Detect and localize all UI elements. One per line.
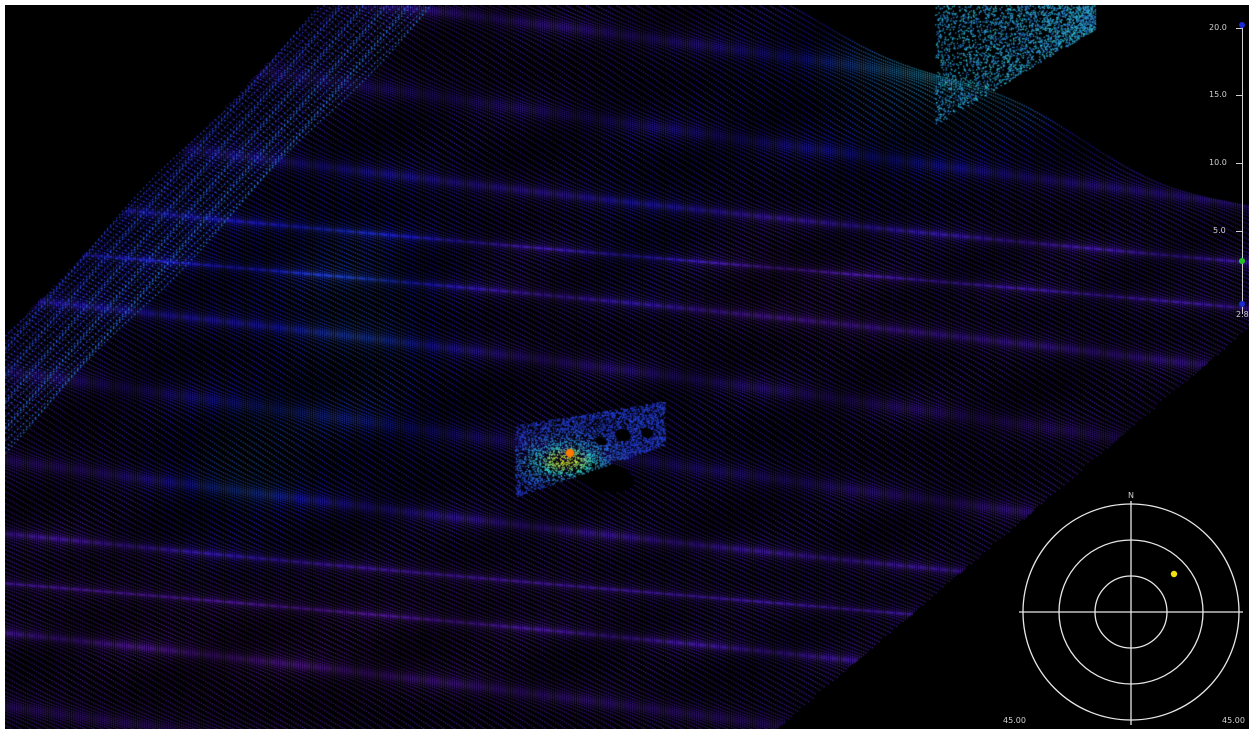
depth-scale-tick (1236, 28, 1242, 29)
depth-label-min: 2.8 (1236, 310, 1249, 319)
compass-svg (1013, 489, 1249, 729)
depth-scale-tick (1236, 163, 1242, 164)
compass-target-marker (1171, 571, 1177, 577)
sonar-3d-viewport[interactable]: 20.0 15.0 10.0 5.0 2.8 N 45.00 45.00 (5, 5, 1249, 729)
depth-label-10: 10.0 (1209, 158, 1227, 167)
compass-rose: N 45.00 45.00 (1013, 489, 1249, 729)
depth-scale-tick (1236, 95, 1242, 96)
compass-north-label: N (1128, 491, 1134, 500)
lower-depth-handle[interactable] (1239, 301, 1245, 307)
depth-label-15: 15.0 (1209, 90, 1227, 99)
depth-label-20: 20.0 (1209, 23, 1227, 32)
depth-scale-axis (1242, 24, 1243, 314)
mid-depth-handle[interactable] (1239, 258, 1245, 264)
upper-depth-handle[interactable] (1239, 22, 1245, 28)
compass-right-range-label: 45.00 (1222, 716, 1245, 725)
compass-left-range-label: 45.00 (1003, 716, 1026, 725)
depth-scale-tick (1236, 231, 1242, 232)
depth-color-scale: 20.0 15.0 10.0 5.0 2.8 (1175, 5, 1249, 335)
depth-label-5: 5.0 (1213, 226, 1226, 235)
